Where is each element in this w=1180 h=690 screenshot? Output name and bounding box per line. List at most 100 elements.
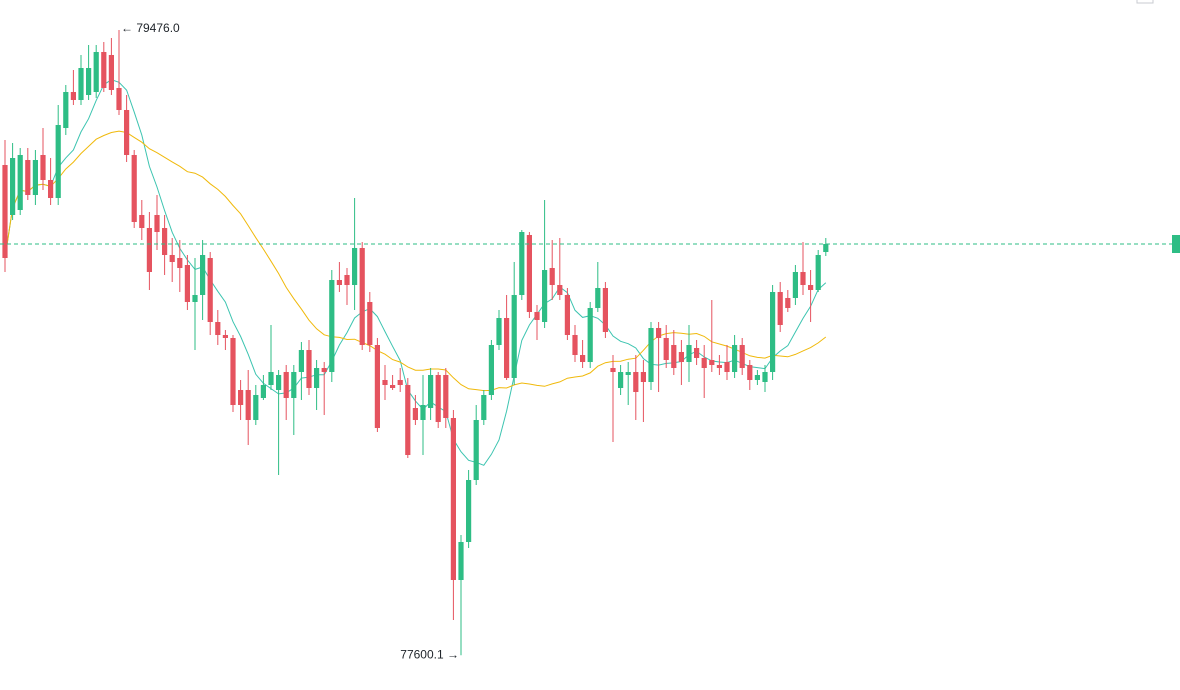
candle-body bbox=[162, 228, 168, 255]
candle-body bbox=[146, 228, 152, 272]
candle-body bbox=[564, 295, 570, 335]
candle-body bbox=[2, 165, 8, 258]
candle-body bbox=[580, 355, 586, 362]
candle-body bbox=[488, 345, 494, 395]
candle-body bbox=[800, 272, 806, 285]
candle-body bbox=[222, 335, 228, 338]
candle-body bbox=[230, 338, 236, 405]
candle-body bbox=[754, 375, 760, 380]
candle-body bbox=[78, 68, 84, 100]
candle-body bbox=[481, 395, 487, 420]
candle-body bbox=[344, 275, 350, 285]
candle-body bbox=[260, 385, 266, 398]
candle-body bbox=[739, 345, 745, 368]
corner-icon[interactable] bbox=[1136, 0, 1154, 4]
candle-body bbox=[412, 408, 418, 420]
candle-body bbox=[298, 350, 304, 372]
candle-body bbox=[48, 180, 54, 198]
candle-body bbox=[625, 372, 631, 375]
candle-body bbox=[823, 244, 829, 252]
candle-body bbox=[435, 375, 441, 422]
candle-body bbox=[504, 318, 510, 378]
candle-body bbox=[154, 215, 160, 232]
candle-body bbox=[86, 68, 92, 95]
candle-body bbox=[420, 405, 426, 420]
candle-body bbox=[177, 258, 183, 268]
candle-body bbox=[306, 350, 312, 388]
candle-body bbox=[466, 480, 472, 542]
candle-body bbox=[732, 345, 738, 372]
candle-body bbox=[10, 158, 16, 215]
candle-body bbox=[336, 280, 342, 285]
candle-body bbox=[770, 292, 776, 372]
candle-body bbox=[291, 372, 297, 398]
candle-body bbox=[549, 268, 555, 285]
candle-body bbox=[777, 292, 783, 325]
candle-body bbox=[200, 255, 206, 295]
candle-body bbox=[192, 295, 198, 302]
candle-body bbox=[443, 375, 449, 418]
candle-body bbox=[701, 358, 707, 368]
candle-body bbox=[25, 160, 31, 195]
candle-body bbox=[108, 55, 114, 90]
candle-body bbox=[70, 92, 76, 100]
candle-body bbox=[815, 255, 821, 290]
candle-body bbox=[542, 270, 548, 322]
candle-body bbox=[55, 125, 61, 198]
candle-body bbox=[314, 368, 320, 388]
candle-body bbox=[519, 232, 525, 295]
candle-body bbox=[724, 362, 730, 372]
candle-body bbox=[245, 390, 251, 420]
candle-body bbox=[40, 155, 46, 180]
candle-body bbox=[648, 328, 654, 382]
candle-body bbox=[747, 365, 753, 380]
candle-body bbox=[458, 542, 464, 580]
candle-body bbox=[526, 235, 532, 312]
candle-body bbox=[276, 375, 282, 390]
candle-body bbox=[496, 318, 502, 345]
candle-body bbox=[762, 372, 768, 382]
candle-body bbox=[367, 302, 373, 345]
candle-body bbox=[124, 110, 130, 155]
low-label: 77600.1 → bbox=[400, 647, 459, 661]
candle-body bbox=[640, 372, 646, 382]
candle-body bbox=[215, 322, 221, 335]
candle-body bbox=[238, 390, 244, 405]
candle-body bbox=[557, 285, 563, 295]
price-tag bbox=[1172, 235, 1180, 253]
candle-body bbox=[473, 420, 479, 480]
candle-body bbox=[390, 385, 396, 388]
candle-body bbox=[329, 280, 335, 372]
candle-body bbox=[792, 272, 798, 298]
candle-body bbox=[101, 52, 107, 88]
candle-body bbox=[131, 155, 137, 222]
candle-body bbox=[17, 155, 23, 210]
candle-body bbox=[678, 352, 684, 362]
candle-body bbox=[359, 248, 365, 345]
candle-body bbox=[610, 368, 616, 372]
candle-body bbox=[694, 348, 700, 358]
candle-body bbox=[374, 345, 380, 428]
candle-body bbox=[93, 52, 99, 92]
candle-body bbox=[169, 255, 175, 262]
candle-body bbox=[808, 285, 814, 290]
candle-body bbox=[283, 372, 289, 398]
candle-body bbox=[534, 312, 540, 320]
candle-body bbox=[32, 160, 38, 195]
candle-body bbox=[686, 345, 692, 362]
candle-body bbox=[184, 265, 190, 302]
candle-body bbox=[656, 328, 662, 338]
candle-body bbox=[633, 372, 639, 392]
candle-body bbox=[428, 375, 434, 408]
candle-body bbox=[663, 338, 669, 360]
candle-body bbox=[450, 418, 456, 580]
candle-body bbox=[116, 88, 122, 110]
candle-body bbox=[207, 258, 213, 322]
candle-body bbox=[63, 92, 69, 128]
candle-body bbox=[572, 335, 578, 355]
candle-body bbox=[139, 215, 145, 228]
high-label: ← 79476.0 bbox=[121, 21, 180, 35]
candle-body bbox=[268, 372, 274, 385]
candle-body bbox=[352, 248, 358, 285]
